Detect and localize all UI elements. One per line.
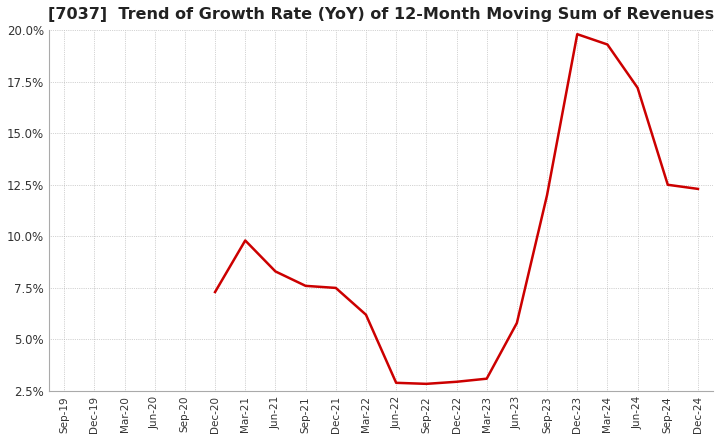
- Title: [7037]  Trend of Growth Rate (YoY) of 12-Month Moving Sum of Revenues: [7037] Trend of Growth Rate (YoY) of 12-…: [48, 7, 714, 22]
